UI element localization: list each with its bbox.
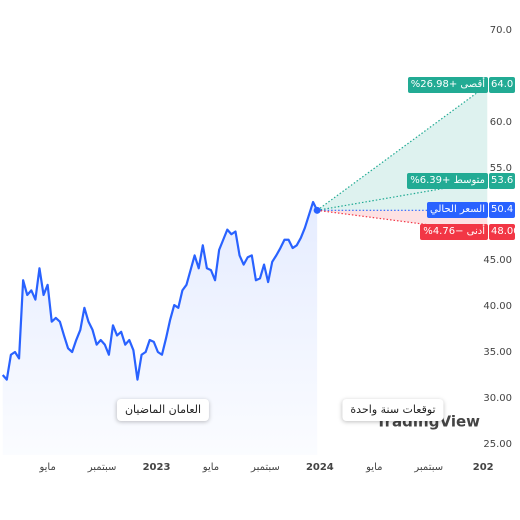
x-tick-label: مايو [38,462,55,473]
price-line [1,200,319,381]
y-tick-label: 55.0 [490,163,512,174]
forecast-line [317,209,488,233]
x-tick-label: 202 [473,462,494,473]
x-tick-label: مايو [365,462,382,473]
price-area [2,202,318,455]
y-tick-label: 70.0 [490,25,512,36]
forecast-label: أقصى +26.98% [407,77,488,94]
x-tick-label: مايو [202,462,219,473]
forecast-value-label: 53.6 [489,172,515,189]
forecast-value-label: 64.0 [489,77,515,94]
last-point [313,206,321,214]
y-tick-label: 30.00 [483,393,512,404]
y-tick-label: 45.00 [483,255,512,266]
x-tick-label: 2023 [143,462,171,473]
forecast-label: متوسط +6.39% [407,172,488,189]
x-tick-label: 2024 [306,462,334,473]
y-tick-label: 40.00 [483,301,512,312]
y-tick-label: 35.00 [483,347,512,358]
x-tick-label: سبتمبر [87,462,117,473]
forecast-value-label: 48.00 [489,224,520,241]
forecast-label: السعر الحالي [427,202,488,219]
x-tick-label: سبتمبر [413,462,443,473]
forecast-label: أدنى −4.76% [420,224,488,241]
forecast-line [316,84,488,211]
y-tick-label: 25.00 [483,439,512,450]
x-tick-label: سبتمبر [250,462,280,473]
y-tick-label: 60.0 [490,117,512,128]
forecast-value-label: 50.4 [489,202,515,219]
period-note: توقعات سنة واحدة [342,399,444,421]
period-note: العامان الماضيان [116,399,210,421]
